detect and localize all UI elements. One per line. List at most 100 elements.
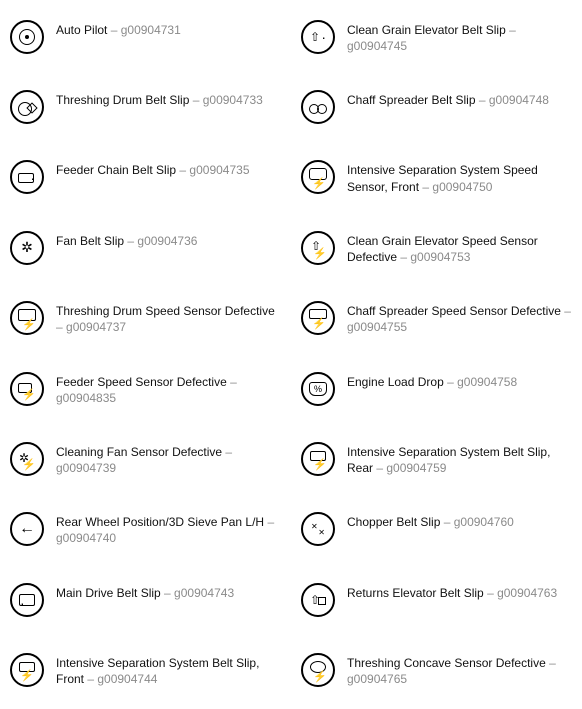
separator: – — [124, 234, 137, 248]
item-text: Feeder Speed Sensor Defective – g0090483… — [56, 372, 281, 406]
item-text: Cleaning Fan Sensor Defective – g0090473… — [56, 442, 281, 476]
list-item: Main Drive Belt Slip – g00904743 — [10, 583, 281, 617]
item-code: g00904745 — [347, 39, 407, 53]
item-label: Feeder Chain Belt Slip — [56, 163, 176, 177]
chaff-icon — [301, 90, 335, 124]
item-code: g00904763 — [497, 586, 557, 600]
item-text: Feeder Chain Belt Slip – g00904735 — [56, 160, 250, 178]
item-text: Chaff Spreader Speed Sensor Defective – … — [347, 301, 572, 335]
separator: – — [419, 180, 432, 194]
separator: – — [84, 672, 97, 686]
iss-front-icon — [10, 653, 44, 687]
list-item: Chopper Belt Slip – g00904760 — [301, 512, 572, 546]
concave-icon — [301, 653, 335, 687]
item-code: g00904765 — [347, 672, 407, 686]
item-label: Main Drive Belt Slip — [56, 586, 161, 600]
separator: – — [107, 23, 120, 37]
feeder-icon — [10, 160, 44, 194]
list-item: Chaff Spreader Belt Slip – g00904748 — [301, 90, 572, 124]
chopper-icon — [301, 512, 335, 546]
list-item: Chaff Spreader Speed Sensor Defective – … — [301, 301, 572, 335]
item-text: Threshing Concave Sensor Defective – g00… — [347, 653, 572, 687]
list-item: Returns Elevator Belt Slip – g00904763 — [301, 583, 572, 617]
item-label: Feeder Speed Sensor Defective — [56, 375, 227, 389]
list-item: Cleaning Fan Sensor Defective – g0090473… — [10, 442, 281, 476]
item-label: Engine Load Drop — [347, 375, 444, 389]
fan-sensor-icon — [10, 442, 44, 476]
item-code: g00904737 — [66, 320, 126, 334]
separator: – — [397, 250, 410, 264]
item-label: Auto Pilot — [56, 23, 107, 37]
separator: – — [484, 586, 497, 600]
list-item: Engine Load Drop – g00904758 — [301, 372, 572, 406]
separator: – — [561, 304, 571, 318]
drum-icon — [10, 90, 44, 124]
item-text: Clean Grain Elevator Belt Slip – g009047… — [347, 20, 572, 54]
separator: – — [546, 656, 556, 670]
fan-icon — [10, 231, 44, 265]
separator: – — [444, 375, 457, 389]
separator: – — [506, 23, 516, 37]
separator: – — [227, 375, 237, 389]
item-label: Threshing Concave Sensor Defective — [347, 656, 546, 670]
separator: – — [373, 461, 386, 475]
item-text: Engine Load Drop – g00904758 — [347, 372, 517, 390]
item-text: Intensive Separation System Speed Sensor… — [347, 160, 572, 194]
grain-icon — [301, 20, 335, 54]
item-code: g00904736 — [137, 234, 197, 248]
target-icon — [10, 20, 44, 54]
drum-sensor-icon — [10, 301, 44, 335]
item-code: g00904835 — [56, 391, 116, 405]
arrow-icon — [10, 512, 44, 546]
list-item: Intensive Separation System Speed Sensor… — [301, 160, 572, 194]
list-item: Fan Belt Slip – g00904736 — [10, 231, 281, 265]
item-text: Fan Belt Slip – g00904736 — [56, 231, 197, 249]
item-code: g00904740 — [56, 531, 116, 545]
iss-rear-icon — [301, 442, 335, 476]
separator: – — [176, 163, 189, 177]
item-code: g00904733 — [203, 93, 263, 107]
item-text: Chaff Spreader Belt Slip – g00904748 — [347, 90, 549, 108]
item-text: Chopper Belt Slip – g00904760 — [347, 512, 514, 530]
item-label: Clean Grain Elevator Belt Slip — [347, 23, 506, 37]
item-code: g00904755 — [347, 320, 407, 334]
item-text: Main Drive Belt Slip – g00904743 — [56, 583, 234, 601]
separator: – — [222, 445, 232, 459]
item-text: Returns Elevator Belt Slip – g00904763 — [347, 583, 557, 601]
item-label: Threshing Drum Speed Sensor Defective — [56, 304, 275, 318]
item-label: Returns Elevator Belt Slip — [347, 586, 484, 600]
iss-speed-icon — [301, 160, 335, 194]
feeder-sensor-icon — [10, 372, 44, 406]
list-item: Clean Grain Elevator Belt Slip – g009047… — [301, 20, 572, 54]
item-code: g00904753 — [410, 250, 470, 264]
item-code: g00904748 — [489, 93, 549, 107]
item-label: Cleaning Fan Sensor Defective — [56, 445, 222, 459]
item-label: Chaff Spreader Belt Slip — [347, 93, 476, 107]
item-label: Chopper Belt Slip — [347, 515, 440, 529]
separator: – — [476, 93, 489, 107]
list-item: Clean Grain Elevator Speed Sensor Defect… — [301, 231, 572, 265]
item-code: g00904731 — [121, 23, 181, 37]
separator: – — [56, 320, 66, 334]
list-item: Feeder Chain Belt Slip – g00904735 — [10, 160, 281, 194]
list-item: Intensive Separation System Belt Slip, F… — [10, 653, 281, 687]
item-code: g00904743 — [174, 586, 234, 600]
list-item: Threshing Concave Sensor Defective – g00… — [301, 653, 572, 687]
item-code: g00904739 — [56, 461, 116, 475]
item-label: Threshing Drum Belt Slip — [56, 93, 189, 107]
item-text: Clean Grain Elevator Speed Sensor Defect… — [347, 231, 572, 265]
returns-icon — [301, 583, 335, 617]
separator: – — [161, 586, 174, 600]
item-label: Fan Belt Slip — [56, 234, 124, 248]
item-code: g00904758 — [457, 375, 517, 389]
item-text: Auto Pilot – g00904731 — [56, 20, 181, 38]
item-code: g00904750 — [432, 180, 492, 194]
list-item: Intensive Separation System Belt Slip, R… — [301, 442, 572, 476]
load-icon — [301, 372, 335, 406]
item-code: g00904759 — [386, 461, 446, 475]
item-code: g00904760 — [454, 515, 514, 529]
list-item: Auto Pilot – g00904731 — [10, 20, 281, 54]
item-label: Rear Wheel Position/3D Sieve Pan L/H — [56, 515, 264, 529]
item-code: g00904744 — [97, 672, 157, 686]
list-item: Threshing Drum Belt Slip – g00904733 — [10, 90, 281, 124]
